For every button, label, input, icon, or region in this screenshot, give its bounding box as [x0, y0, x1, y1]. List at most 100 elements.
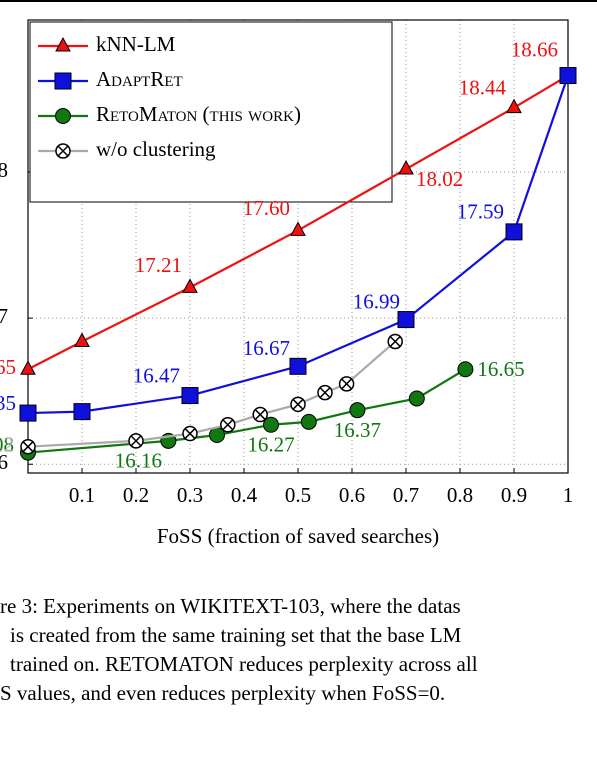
marker-shape: [398, 159, 414, 175]
marker: [263, 416, 279, 433]
plot-frame: [27, 19, 569, 474]
marker: [55, 143, 71, 159]
marker: [398, 159, 414, 175]
x-tick-label: 0.8: [447, 483, 473, 507]
x-tick-label: 0.2: [123, 483, 149, 507]
value-label: 16.99: [353, 289, 400, 313]
x-tick-label: 0.6: [339, 483, 365, 507]
marker-shape: [505, 223, 523, 241]
value-label: 16.27: [247, 433, 294, 457]
y-tick-label: 18: [0, 158, 8, 182]
x-axis-label: FoSS (fraction of saved searches): [157, 524, 439, 548]
value-label: 18.66: [511, 37, 558, 61]
marker-shape: [292, 398, 304, 410]
value-label: 17.59: [457, 200, 504, 224]
marker: [74, 332, 90, 347]
series-line: [27, 368, 466, 454]
marker: [55, 108, 71, 124]
marker: [290, 396, 306, 413]
marker-shape: [263, 416, 279, 433]
legend-frame: [29, 21, 393, 203]
x-tick-label: 0.9: [501, 483, 527, 507]
marker-shape: [184, 428, 196, 440]
marker: [252, 406, 268, 423]
marker-shape: [506, 98, 522, 114]
marker-shape: [222, 419, 234, 431]
marker-shape: [181, 387, 199, 405]
marker: [182, 425, 198, 442]
marker-shape: [397, 311, 415, 329]
value-label: 16.47: [133, 363, 180, 387]
marker: [457, 361, 474, 378]
x-tick-label: 0.1: [69, 483, 95, 507]
marker-shape: [349, 402, 366, 419]
marker-shape: [55, 36, 71, 52]
caption-line: re 3: Experiments on WIKITEXT-103, where…: [0, 594, 461, 618]
value-label: 18.02: [416, 167, 463, 191]
marker-shape: [559, 67, 577, 85]
marker-shape: [73, 403, 91, 421]
marker: [349, 402, 366, 419]
marker-shape: [341, 378, 353, 390]
value-label: 17.21: [135, 253, 182, 277]
marker-shape: [130, 435, 142, 447]
marker-shape: [22, 441, 34, 453]
legend-label: AdaptRet: [96, 67, 183, 91]
marker-shape: [182, 278, 198, 293]
marker-shape: [457, 361, 474, 378]
x-tick-label: 0.4: [231, 483, 258, 507]
marker: [397, 311, 415, 329]
marker: [289, 357, 307, 375]
marker-shape: [290, 221, 306, 236]
value-label: 16.65: [477, 357, 524, 381]
marker: [54, 72, 72, 90]
y-tick-label: 17: [0, 304, 8, 328]
marker: [220, 417, 236, 433]
marker: [290, 221, 306, 236]
marker: [505, 223, 523, 241]
marker: [300, 413, 317, 430]
marker: [408, 390, 425, 407]
marker: [19, 404, 37, 422]
marker: [338, 376, 355, 392]
marker-shape: [54, 72, 72, 90]
marker-shape: [289, 357, 307, 375]
value-label: 16.67: [243, 336, 290, 360]
value-label: 16.08: [0, 432, 14, 456]
legend-label: RetoMaton (this work): [96, 102, 301, 126]
marker: [317, 384, 333, 401]
legend-label: kNN-LM: [96, 32, 176, 56]
marker-shape: [408, 390, 425, 407]
top-rule: [0, 0, 597, 2]
marker-shape: [74, 332, 90, 347]
x-tick-label: 0.5: [285, 483, 311, 507]
marker: [181, 387, 199, 405]
marker: [387, 333, 403, 350]
value-label: 16.37: [334, 418, 381, 442]
marker: [20, 438, 36, 455]
marker-shape: [20, 360, 36, 375]
value-label: 16.16: [115, 449, 162, 473]
value-label: 18.44: [459, 75, 507, 99]
marker-shape: [254, 409, 266, 421]
x-tick-label: 0.3: [177, 483, 203, 507]
value-label: 17.60: [243, 196, 290, 220]
marker: [506, 98, 522, 114]
caption-line: trained on. RETOMATON reduces perplexity…: [10, 652, 478, 676]
marker-shape: [19, 404, 37, 422]
value-label: 16.65: [0, 355, 16, 379]
x-tick-label: 1: [563, 483, 574, 507]
value-label: 16.12: [0, 433, 14, 457]
marker: [73, 403, 91, 421]
y-tick-label: 16: [0, 450, 8, 474]
marker-shape: [57, 145, 69, 157]
caption-line: is created from the same training set th…: [10, 623, 462, 647]
caption-line: S values, and even reduces perplexity wh…: [0, 681, 445, 705]
marker: [55, 36, 71, 52]
marker-shape: [55, 108, 71, 124]
marker: [559, 67, 577, 85]
marker-shape: [389, 335, 401, 348]
x-tick-label: 0.7: [393, 483, 419, 507]
marker: [20, 360, 36, 375]
